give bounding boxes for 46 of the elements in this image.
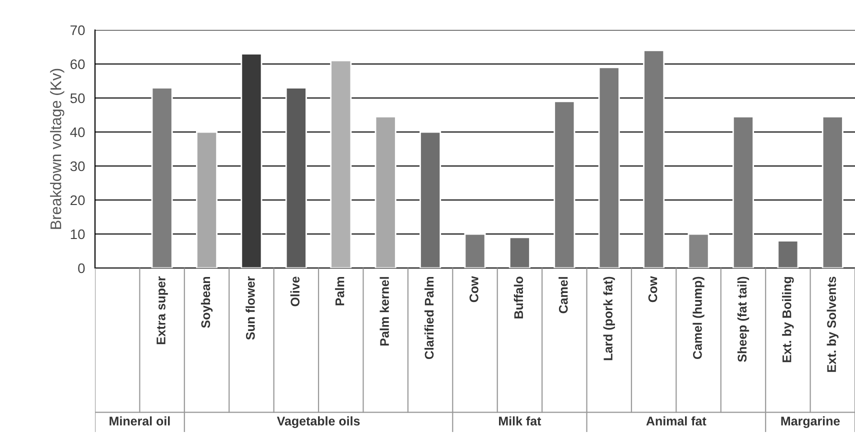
text: Animal fat <box>646 416 706 426</box>
y-tick-label: 0 <box>78 263 85 274</box>
bar <box>554 100 576 268</box>
bar <box>508 236 530 268</box>
x-tick-label: Clarified Palm <box>424 276 434 360</box>
x-tick-label: Sun flower <box>246 276 255 340</box>
text: Mineral oil <box>110 416 170 426</box>
y-tick-label: 70 <box>70 25 85 36</box>
bar <box>464 233 486 268</box>
y-tick-label: 60 <box>70 59 85 70</box>
y-tick-label: 30 <box>70 161 85 172</box>
x-tick-label: Lard (pork fat) <box>603 276 615 360</box>
text: Vagetable oils <box>276 416 360 428</box>
y-axis-title: Breakdown voltage (Kv) <box>50 68 64 229</box>
bar <box>151 87 173 268</box>
bar <box>688 233 710 268</box>
x-tick-label: Camel <box>558 277 568 314</box>
x-tick-label: Cow <box>648 276 658 302</box>
x-tick-label: Camel (hump) <box>692 276 704 360</box>
bar <box>240 53 262 268</box>
bar <box>196 131 218 268</box>
x-tick-label: Soybean <box>200 276 213 328</box>
bar <box>420 131 442 268</box>
bar <box>330 60 352 268</box>
x-tick-label: Extra super <box>156 276 168 344</box>
bar <box>777 240 799 268</box>
x-tick-label: Palm kernel <box>380 277 389 346</box>
x-tick-label: Ext. by Boiling <box>782 277 794 362</box>
bar <box>374 116 396 268</box>
y-tick-label: 40 <box>70 127 85 138</box>
y-tick-label: 20 <box>70 195 85 206</box>
x-tick-label: Palm <box>335 276 344 306</box>
x-tick-label: Sheep (fat tail) <box>737 276 750 362</box>
x-tick-label: Olive <box>290 276 300 306</box>
bar <box>822 116 844 268</box>
y-tick-label: 50 <box>70 93 85 104</box>
x-tick-label: Cow <box>470 276 478 302</box>
bar <box>285 87 307 268</box>
text: Margarine <box>781 416 840 428</box>
text: Milk fat <box>499 416 542 426</box>
x-tick-label: Ext. by Solvents <box>826 276 838 372</box>
x-tick-label: Buffalo <box>514 276 524 318</box>
bar <box>732 116 754 268</box>
bar <box>598 66 620 268</box>
bar <box>643 50 665 268</box>
y-tick-label: 10 <box>70 229 85 240</box>
